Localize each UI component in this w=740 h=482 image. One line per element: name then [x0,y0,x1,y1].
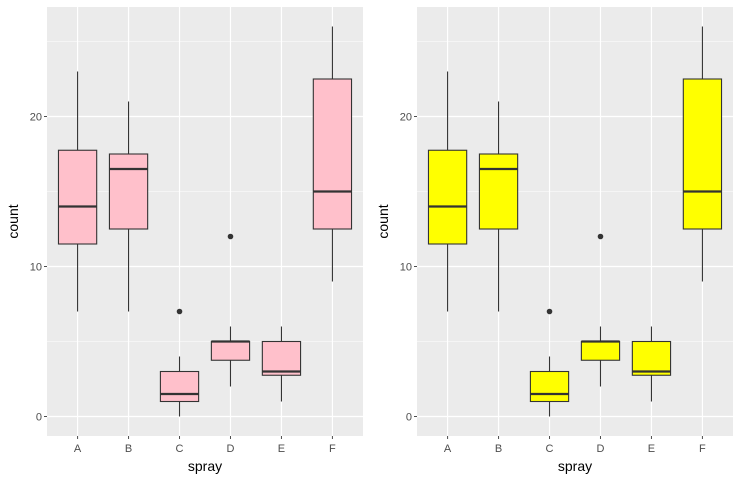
box-E [261,326,302,402]
outlier-point [227,233,234,240]
x-tick-label: C [176,443,184,455]
y-tick-label: 20 [30,112,42,124]
box-body [682,78,723,230]
box-body [478,153,519,230]
box-body [631,340,672,376]
box-body [427,149,468,245]
panel-background [417,7,733,436]
box-A [427,71,468,312]
x-tick-label: C [546,443,554,455]
x-tick-label: B [125,443,132,455]
box-body [57,149,98,245]
x-tick-label: D [597,443,605,455]
box-B [478,101,519,312]
box-C [159,308,200,417]
x-tick-label: E [648,443,655,455]
y-axis-title: count [5,204,21,238]
x-axis-title: spray [558,458,592,474]
box-body [261,340,302,376]
box-A [57,71,98,312]
y-tick-label: 10 [400,262,412,274]
x-tick-label: A [444,443,452,455]
x-tick-label: B [495,443,502,455]
box-E [631,326,672,402]
x-tick-label: A [74,443,82,455]
panel-background [47,7,363,436]
x-tick-label: D [227,443,235,455]
box-body [529,370,570,403]
box-F [312,26,353,282]
outlier-point [597,233,604,240]
x-tick-label: F [699,443,706,455]
y-tick-label: 0 [36,412,42,424]
y-axis-title: count [375,204,391,238]
box-body [210,340,251,361]
box-F [682,26,723,282]
box-body [159,370,200,403]
x-tick-label: E [278,443,285,455]
box-C [529,308,570,417]
box-body [312,78,353,230]
x-tick-label: F [329,443,336,455]
y-tick-label: 20 [400,112,412,124]
box-body [108,153,149,230]
box-B [108,101,149,312]
y-tick-label: 10 [30,262,42,274]
x-axis-title: spray [188,458,222,474]
box-D [580,233,621,387]
box-body [580,340,621,361]
y-tick-label: 0 [406,412,412,424]
box-D [210,233,251,387]
outlier-point [176,308,183,315]
outlier-point [546,308,553,315]
